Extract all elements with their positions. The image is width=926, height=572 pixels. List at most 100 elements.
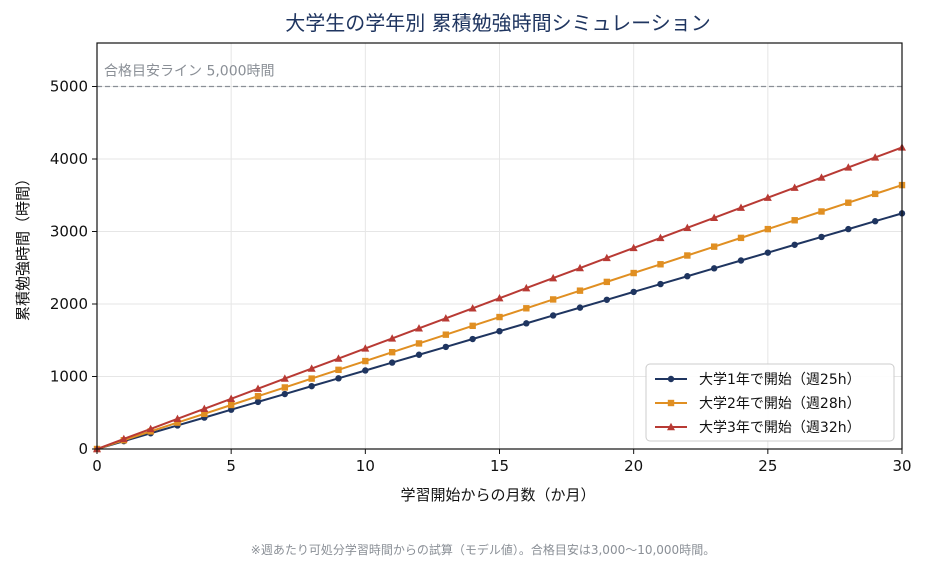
series-3-point [656,233,665,242]
series-3-point [495,294,504,302]
y-tick-label: 4000 [50,150,88,168]
series-3-point [683,223,692,232]
series-2-point [764,225,772,233]
series-3-point [790,183,799,191]
series-1-point [630,288,637,296]
series-3-point [602,253,611,262]
series-1-point [603,296,611,303]
x-tick-label: 25 [758,457,777,475]
series-1-point [388,359,396,366]
series-1-point [684,273,691,280]
series-3-point [361,344,370,352]
series-1-point [845,225,852,233]
series-1-point [737,257,745,264]
series-2-point [737,234,745,242]
series-2-point [871,190,879,198]
footnote: ※週あたり可処分学習時間からの試算（モデル値）。合格目安は3,000〜10,00… [251,542,715,557]
series-3-point [200,404,209,412]
chart-title: 大学生の学年別 累積勉強時間シミュレーション [285,11,711,35]
series-3-point [173,414,182,423]
x-tick-label: 10 [356,457,375,475]
series-2-point [523,305,530,312]
series-2-point [657,261,664,268]
series-1-point [415,351,423,358]
series-1-point [764,249,772,256]
legend-label-3: 大学3年で開始（週32h） [699,420,861,436]
series-1-point [442,343,450,351]
series-3-point [871,153,880,161]
series-1-point [281,390,289,398]
series-2-point [549,296,557,303]
reference-line-group: 合格目安ライン 5,000時間 [97,64,902,88]
y-tick-label: 3000 [50,223,88,241]
series-1-point [308,382,315,390]
x-axis-ticks: 0 5 10 15 20 25 30 [92,449,912,475]
legend: 大学1年で開始（週25h） 大学2年で開始（週28h） 大学3年で開始（週32h） [645,363,895,442]
series-3-point [441,314,450,322]
series-1-point [791,241,798,248]
series-1-point [710,265,718,272]
series-3-point [334,354,343,362]
y-tick-label: 1000 [50,368,88,386]
series-1-point [549,312,557,319]
series-1-point [871,218,879,225]
series-2-point [254,393,262,400]
series-3-point [227,394,236,402]
x-tick-label: 0 [92,457,102,475]
series-2-point [791,217,798,224]
series-2-point [496,313,503,321]
series-2-point [415,340,423,347]
series-2-point [603,278,611,286]
series-3-point [468,304,477,312]
series-2-point [201,410,208,418]
series-1-point [576,304,584,311]
y-axis-ticks: 0 1000 2000 3000 4000 5000 [50,78,97,458]
series-2-point [174,419,181,426]
series-3-point [388,334,397,342]
reference-line-label: 合格目安ライン 5,000時間 [104,64,275,80]
series-2-point [362,357,369,365]
y-tick-label: 0 [78,440,88,458]
series-3-point [254,384,262,392]
y-tick-label: 2000 [50,295,88,313]
y-axis-label: 累積勉強時間（時間） [14,171,32,321]
series-3-point [844,163,853,171]
x-tick-label: 20 [624,457,643,475]
series-2-point [388,349,396,356]
series-2-point [308,375,315,382]
series-3-point [576,263,584,272]
series-3-point [710,213,719,221]
series-1-point [523,320,530,327]
series-3-point [629,243,638,252]
series-1 [93,210,906,453]
series-1-point [657,280,664,288]
series-1-point [818,233,825,241]
series-3-point [763,193,772,201]
series-2-point [630,269,637,277]
series-3-point [522,283,531,292]
series-1-point [335,375,342,382]
x-axis-label: 学習開始からの月数（か月） [400,486,595,504]
series-2-point [845,199,852,206]
series-2-point [469,322,476,330]
legend-label-2: 大学2年で開始（週28h） [699,396,861,412]
series-2-point [818,208,825,215]
series-group [93,143,906,453]
legend-marker-2 [667,399,675,407]
series-2-point [442,331,450,338]
series-1-point [254,398,262,406]
y-tick-label: 5000 [50,78,88,96]
series-3-point [415,324,423,332]
legend-marker-3 [667,422,675,431]
series-3-point [737,203,745,211]
series-2-point [281,384,289,391]
series-2 [93,181,906,453]
series-2-point [227,401,235,409]
legend-box [645,363,895,442]
x-tick-label: 30 [892,457,911,475]
series-1-point [362,367,369,374]
legend-label-1: 大学1年で開始（週25h） [699,372,861,388]
series-3-point [817,173,826,181]
series-3-point [549,273,558,282]
